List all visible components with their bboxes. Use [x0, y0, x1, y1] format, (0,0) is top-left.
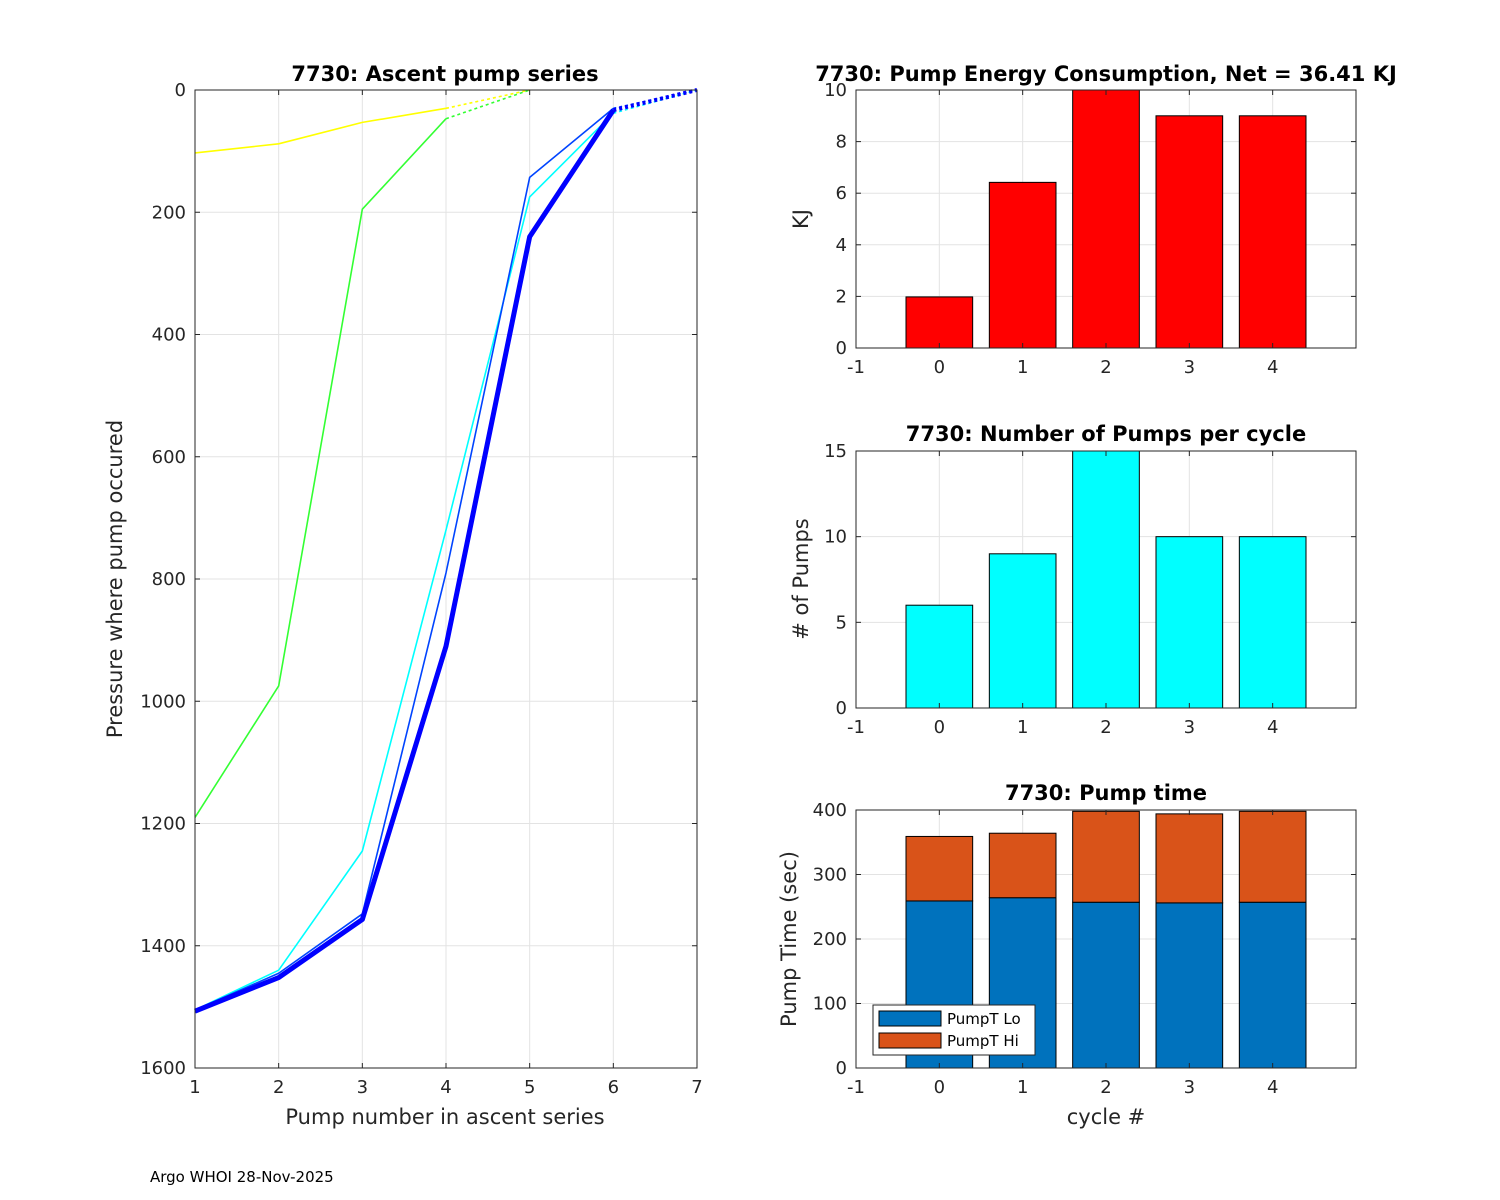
- energy-x-tick-label: 2: [1100, 357, 1111, 378]
- ascent-y-tick-label: 0: [175, 80, 186, 101]
- ascent-series-line: [194, 112, 614, 1011]
- pumptime-x-tick-label: 3: [1184, 1077, 1195, 1098]
- pumptime-y-tick-label: 400: [813, 800, 847, 821]
- ascent-y-tick-label: 1200: [140, 814, 186, 835]
- pumptime-bar-segment: [1072, 810, 1140, 903]
- energy-y-tick-label: 2: [836, 286, 847, 307]
- ascent-x-axis-label: Pump number in ascent series: [285, 1105, 604, 1129]
- pumptime-y-tick-label: 0: [836, 1058, 847, 1079]
- ascent-series-line: [194, 107, 447, 154]
- pumptime-x-axis-label: cycle #: [1067, 1105, 1146, 1129]
- ascent-series-line: [194, 107, 614, 1011]
- pumptime-y-tick-label: 200: [813, 929, 847, 950]
- ascent-pump-series-plot: 7730: Ascent pump series Pump number in …: [103, 62, 703, 1129]
- ascent-y-tick-label: 400: [152, 325, 186, 346]
- pumps-bar: [988, 553, 1057, 709]
- pumptime-bar-segment: [988, 832, 1057, 899]
- footer-credit: Argo WHOI 28-Nov-2025: [150, 1168, 334, 1186]
- energy-plot-title: 7730: Pump Energy Consumption, Net = 36.…: [815, 62, 1397, 86]
- pumptime-bar-segment: [1155, 813, 1224, 904]
- pump-energy-bar-chart: 7730: Pump Energy Consumption, Net = 36.…: [789, 62, 1397, 378]
- ascent-y-axis-label: Pressure where pump occured: [103, 420, 127, 738]
- ascent-y-tick-label: 1600: [140, 1058, 186, 1079]
- energy-bar: [1072, 89, 1140, 349]
- energy-x-tick-label: 4: [1267, 357, 1278, 378]
- pumptime-bar-segment: [905, 835, 974, 902]
- pumps-bar: [1072, 450, 1140, 709]
- ascent-y-tick-label: 200: [152, 202, 186, 223]
- pumps-bar: [1155, 536, 1224, 709]
- energy-y-tick-label: 6: [836, 183, 847, 204]
- ascent-x-tick-label: 4: [440, 1077, 451, 1098]
- energy-y-tick-label: 4: [836, 235, 847, 256]
- pumptime-legend-label: PumpT Hi: [947, 1032, 1019, 1050]
- pumps-plot-title: 7730: Number of Pumps per cycle: [906, 422, 1306, 446]
- energy-x-tick-label: -1: [847, 357, 865, 378]
- pumptime-y-axis-label: Pump Time (sec): [777, 851, 801, 1027]
- ascent-series-line: [194, 108, 616, 1014]
- ascent-series-tail: [445, 89, 530, 110]
- energy-y-tick-label: 8: [836, 132, 847, 153]
- pumps-y-tick-label: 10: [824, 527, 847, 548]
- energy-y-tick-label: 0: [836, 338, 847, 359]
- ascent-y-tick-label: 1000: [140, 691, 186, 712]
- pumptime-bar-segment: [1238, 810, 1307, 903]
- energy-bar: [1155, 115, 1224, 349]
- pumptime-x-tick-label: -1: [847, 1077, 865, 1098]
- pumps-x-tick-label: 1: [1017, 717, 1028, 738]
- ascent-series-tail: [612, 88, 698, 113]
- pumps-y-tick-label: 5: [836, 612, 847, 633]
- energy-y-axis-label: KJ: [789, 209, 813, 229]
- pumps-x-tick-label: -1: [847, 717, 865, 738]
- pumptime-x-tick-label: 2: [1100, 1077, 1111, 1098]
- pumptime-y-tick-label: 100: [813, 994, 847, 1015]
- pumps-bar: [1238, 536, 1307, 709]
- pumptime-bar-segment: [1155, 902, 1224, 1069]
- pumps-y-tick-label: 0: [836, 698, 847, 719]
- pumptime-plot-title: 7730: Pump time: [1005, 781, 1207, 805]
- pumptime-legend: PumpT Lo PumpT Hi: [872, 1004, 1036, 1056]
- pump-time-stacked-bar-chart: 7730: Pump time cycle # Pump Time (sec) …: [777, 781, 1357, 1129]
- ascent-series-tail: [445, 89, 530, 120]
- ascent-y-tick-label: 600: [152, 447, 186, 468]
- pumps-per-cycle-bar-chart: 7730: Number of Pumps per cycle # of Pum…: [789, 422, 1357, 738]
- pumps-y-tick-label: 15: [824, 441, 847, 462]
- ascent-x-tick-label: 3: [357, 1077, 368, 1098]
- pumps-x-tick-label: 3: [1184, 717, 1195, 738]
- ascent-x-tick-label: 5: [524, 1077, 535, 1098]
- ascent-y-tick-label: 1400: [140, 936, 186, 957]
- pumptime-bar-segment: [1072, 901, 1140, 1069]
- pumptime-legend-swatch: [878, 1032, 942, 1049]
- ascent-series-line: [194, 118, 447, 818]
- pumptime-legend-swatch: [878, 1010, 942, 1027]
- pumps-x-tick-label: 4: [1267, 717, 1278, 738]
- pumptime-x-tick-label: 1: [1017, 1077, 1028, 1098]
- energy-bar: [988, 181, 1057, 349]
- pumptime-x-tick-label: 0: [934, 1077, 945, 1098]
- pumps-x-tick-label: 2: [1100, 717, 1111, 738]
- energy-x-tick-label: 0: [934, 357, 945, 378]
- pumptime-y-tick-label: 300: [813, 865, 847, 886]
- energy-bar: [1238, 115, 1307, 349]
- pumptime-legend-label: PumpT Lo: [947, 1010, 1021, 1028]
- pumps-y-axis-label: # of Pumps: [789, 518, 813, 640]
- pumps-x-tick-label: 0: [934, 717, 945, 738]
- ascent-x-tick-label: 7: [691, 1077, 702, 1098]
- pumps-bar: [905, 604, 974, 709]
- ascent-x-tick-label: 1: [189, 1077, 200, 1098]
- ascent-plot-title: 7730: Ascent pump series: [291, 62, 598, 86]
- ascent-y-tick-label: 800: [152, 569, 186, 590]
- energy-x-tick-label: 1: [1017, 357, 1028, 378]
- ascent-x-tick-label: 6: [608, 1077, 619, 1098]
- energy-bar: [905, 296, 974, 349]
- pumptime-x-tick-label: 4: [1267, 1077, 1278, 1098]
- pumptime-bar-segment: [1238, 901, 1307, 1069]
- energy-x-tick-label: 3: [1184, 357, 1195, 378]
- ascent-x-tick-label: 2: [273, 1077, 284, 1098]
- energy-y-tick-label: 10: [824, 80, 847, 101]
